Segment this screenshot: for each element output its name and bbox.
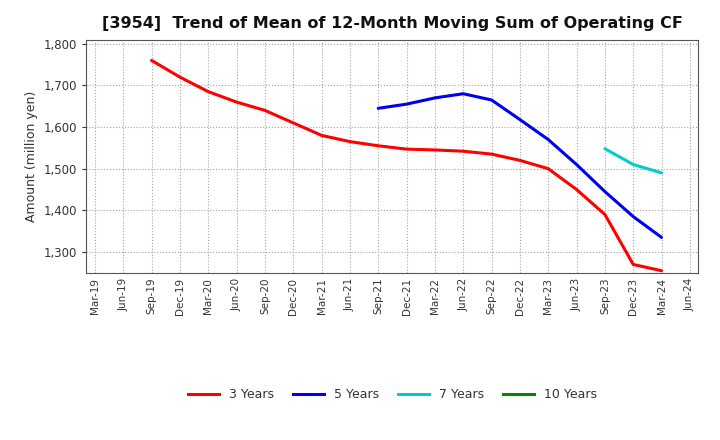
Legend: 3 Years, 5 Years, 7 Years, 10 Years: 3 Years, 5 Years, 7 Years, 10 Years: [183, 384, 602, 407]
Title: [3954]  Trend of Mean of 12-Month Moving Sum of Operating CF: [3954] Trend of Mean of 12-Month Moving …: [102, 16, 683, 32]
Y-axis label: Amount (million yen): Amount (million yen): [25, 91, 38, 222]
